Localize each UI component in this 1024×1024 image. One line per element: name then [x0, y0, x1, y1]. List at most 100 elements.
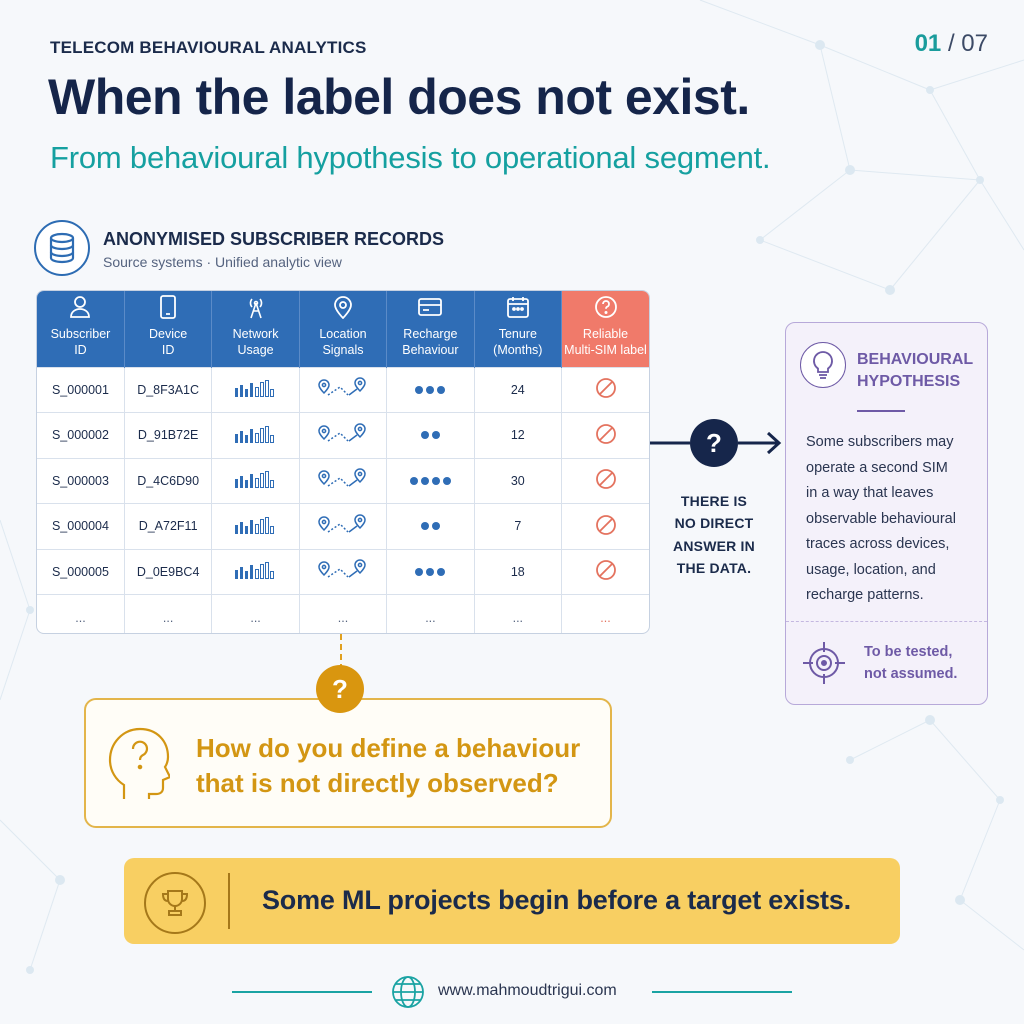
- page-total: 07: [961, 30, 988, 57]
- card-icon: [418, 298, 443, 317]
- not-available-icon: [595, 514, 616, 535]
- cell-ellipsis: ...: [299, 594, 388, 633]
- cell-multisim-label: [561, 366, 649, 413]
- usage-bars-icon: [234, 516, 274, 534]
- phone-icon: [160, 295, 177, 320]
- cell-network-usage: [211, 503, 300, 549]
- hypothesis-line: recharge patterns.: [806, 587, 924, 604]
- question-badge-gold: ?: [316, 665, 364, 713]
- hypothesis-line: operate a second SIM: [806, 459, 948, 476]
- recharge-dot: [431, 522, 440, 531]
- cell-device-id: D_4C6D90: [124, 457, 213, 504]
- recharge-dot: [420, 476, 429, 485]
- cell-multisim-label: [561, 412, 649, 458]
- location-trace-icon: [318, 468, 366, 487]
- cell-subscriber-id: S_000002: [37, 412, 125, 458]
- cell-tenure: 24: [474, 366, 563, 413]
- column-header-line2: ID: [161, 342, 175, 357]
- column-header-line1: Subscriber: [50, 327, 111, 342]
- takeaway-text: Some ML projects begin before a target e…: [262, 885, 851, 915]
- table-row: S_000004 D_A72F11 7: [37, 503, 649, 549]
- records-title: ANONYMISED SUBSCRIBER RECORDS: [103, 229, 445, 249]
- column-header-tenure: Tenure (Months): [474, 291, 563, 367]
- cell-ellipsis: ...: [124, 594, 213, 633]
- hypothesis-line: in a way that leaves: [806, 485, 934, 502]
- column-header-line1: Recharge: [403, 327, 458, 342]
- cell-network-usage: [211, 457, 300, 504]
- cell-ellipsis: ...: [561, 594, 649, 633]
- hypothesis-line: usage, location, and: [806, 561, 936, 578]
- website-link[interactable]: www.mahmoudtrigui.com: [438, 982, 617, 999]
- hypothesis-body: Some subscribers may operate a second SI…: [806, 430, 982, 609]
- question-circle-icon: [594, 296, 617, 319]
- trophy-icon: [144, 872, 206, 934]
- recharge-dot: [415, 385, 424, 394]
- column-header-recharge: Recharge Behaviour: [386, 291, 475, 367]
- page-separator: /: [941, 30, 962, 57]
- column-header-line2: (Months): [493, 342, 543, 357]
- recharge-dot: [415, 567, 424, 576]
- cell-device-id: D_8F3A1C: [124, 366, 213, 413]
- cell-subscriber-id: S_000005: [37, 548, 125, 595]
- footer-line-left: [232, 991, 372, 993]
- page-subtitle: From behavioural hypothesis to operation…: [50, 140, 771, 175]
- recharge-dot: [420, 431, 429, 440]
- footnote-line: not assumed.: [864, 665, 958, 682]
- cell-network-usage: [211, 366, 300, 413]
- not-available-icon: [595, 378, 616, 399]
- recharge-dot: [431, 431, 440, 440]
- table-row: S_000001 D_8F3A1C 24: [37, 366, 649, 413]
- cell-device-id: D_91B72E: [124, 412, 213, 458]
- column-header-device: Device ID: [124, 291, 213, 367]
- not-available-icon: [595, 560, 616, 581]
- recharge-dot: [431, 476, 440, 485]
- usage-bars-icon: [234, 380, 274, 398]
- takeaway-banner: [124, 858, 900, 944]
- location-trace-icon: [318, 559, 366, 578]
- recharge-dot: [426, 567, 435, 576]
- location-trace-icon: [318, 514, 366, 533]
- question-line: How do you define a behaviour: [196, 733, 581, 763]
- column-header-multisim: Reliable Multi-SIM label: [561, 291, 649, 367]
- cell-ellipsis: ...: [386, 594, 475, 633]
- cell-location-signals: [299, 366, 388, 413]
- footnote-line: To be tested,: [864, 644, 953, 660]
- question-line: that is not directly observed?: [196, 768, 559, 799]
- cell-location-signals: [299, 548, 388, 595]
- location-trace-icon: [318, 423, 366, 442]
- cell-ellipsis: ...: [474, 594, 563, 633]
- table-header-row: Subscriber ID Device ID Network Usage Locat…: [37, 291, 649, 367]
- no-answer-note: THERE IS NO DIRECT ANSWER IN THE DATA.: [664, 490, 764, 580]
- page-title: When the label does not exist.: [48, 69, 750, 125]
- recharge-dot: [437, 385, 446, 394]
- hypothesis-title-line: HYPOTHESIS: [857, 373, 961, 391]
- column-header-line2: Behaviour: [402, 342, 459, 357]
- column-header-network: Network Usage: [211, 291, 300, 367]
- not-available-icon: [595, 423, 616, 444]
- recharge-dot: [409, 476, 418, 485]
- cell-network-usage: [211, 548, 300, 595]
- cell-location-signals: [299, 412, 388, 458]
- note-line: THE DATA.: [676, 560, 752, 577]
- hypothesis-line: Some subscribers may: [806, 434, 954, 450]
- recharge-dot: [437, 567, 446, 576]
- location-pin-icon: [334, 296, 352, 320]
- recharge-dot: [426, 385, 435, 394]
- question-text: How do you define a behaviour that is no…: [196, 731, 606, 801]
- dashed-connector: [340, 634, 342, 670]
- cell-location-signals: [299, 457, 388, 504]
- column-header-line2: Signals: [322, 342, 364, 357]
- hypothesis-rule: [857, 410, 905, 412]
- table-row: S_000002 D_91B72E 12: [37, 412, 649, 458]
- note-line: ANSWER IN: [673, 537, 755, 554]
- cell-location-signals: [299, 503, 388, 549]
- globe-icon: [392, 976, 424, 1008]
- page-current: 01: [914, 30, 942, 57]
- usage-bars-icon: [234, 471, 274, 489]
- column-header-line1: Device: [149, 327, 188, 342]
- cell-multisim-label: [561, 457, 649, 504]
- cell-tenure: 12: [474, 412, 563, 458]
- column-header-line1: Network: [232, 327, 279, 342]
- cell-recharge-behaviour: [386, 366, 475, 413]
